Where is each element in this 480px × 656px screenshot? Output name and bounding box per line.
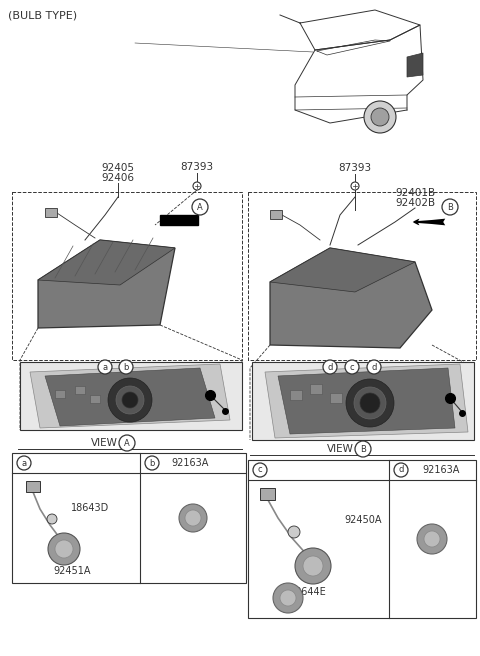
- Text: 18643D: 18643D: [71, 503, 109, 513]
- Bar: [12, 453, 246, 583]
- Bar: [75, 386, 85, 394]
- Circle shape: [119, 360, 133, 374]
- Circle shape: [119, 435, 135, 451]
- Text: a: a: [102, 363, 108, 371]
- Polygon shape: [270, 248, 415, 292]
- Bar: [330, 393, 342, 403]
- Circle shape: [323, 360, 337, 374]
- Text: 92163A: 92163A: [422, 465, 460, 475]
- Text: c: c: [350, 363, 354, 371]
- Circle shape: [98, 360, 112, 374]
- Text: B: B: [447, 203, 453, 211]
- Text: 92406: 92406: [101, 173, 134, 183]
- Text: d: d: [372, 363, 377, 371]
- Text: c: c: [258, 466, 262, 474]
- Circle shape: [192, 199, 208, 215]
- Text: B: B: [360, 445, 366, 453]
- Circle shape: [185, 510, 201, 526]
- Text: d: d: [398, 466, 404, 474]
- Bar: [12, 192, 242, 360]
- Bar: [90, 395, 100, 403]
- Circle shape: [424, 531, 440, 547]
- Circle shape: [253, 463, 267, 477]
- Polygon shape: [38, 240, 175, 328]
- Text: 92163A: 92163A: [171, 458, 209, 468]
- Text: 92402B: 92402B: [395, 198, 435, 208]
- Polygon shape: [45, 368, 215, 426]
- Polygon shape: [252, 362, 474, 440]
- Polygon shape: [160, 215, 198, 225]
- Text: b: b: [149, 459, 155, 468]
- Bar: [310, 384, 322, 394]
- Bar: [248, 460, 476, 618]
- Bar: [45, 208, 57, 217]
- Circle shape: [417, 524, 447, 554]
- Circle shape: [280, 590, 296, 606]
- Circle shape: [273, 583, 303, 613]
- Text: 92451A: 92451A: [53, 566, 91, 576]
- Text: 87393: 87393: [180, 162, 214, 172]
- Circle shape: [17, 456, 31, 470]
- Text: 92405: 92405: [101, 163, 134, 173]
- Text: A: A: [124, 438, 130, 447]
- Polygon shape: [38, 240, 175, 285]
- Circle shape: [179, 504, 207, 532]
- Circle shape: [364, 101, 396, 133]
- Circle shape: [442, 199, 458, 215]
- Polygon shape: [270, 248, 432, 348]
- Circle shape: [346, 379, 394, 427]
- Bar: [290, 390, 302, 400]
- Circle shape: [303, 556, 323, 576]
- Bar: [55, 390, 65, 398]
- Circle shape: [116, 386, 144, 414]
- Bar: [248, 192, 476, 360]
- Bar: [270, 210, 282, 219]
- Bar: [26, 481, 40, 492]
- Text: 18644E: 18644E: [290, 587, 327, 597]
- Circle shape: [55, 540, 73, 558]
- Text: 92450A: 92450A: [344, 515, 382, 525]
- Text: VIEW: VIEW: [326, 444, 353, 454]
- Circle shape: [108, 378, 152, 422]
- Polygon shape: [265, 364, 468, 438]
- Polygon shape: [407, 53, 423, 77]
- Circle shape: [145, 456, 159, 470]
- Text: A: A: [197, 203, 203, 211]
- Text: 87393: 87393: [338, 163, 372, 173]
- Circle shape: [351, 182, 359, 190]
- Circle shape: [295, 548, 331, 584]
- Circle shape: [345, 360, 359, 374]
- Circle shape: [47, 514, 57, 524]
- Circle shape: [360, 393, 380, 413]
- Circle shape: [394, 463, 408, 477]
- Circle shape: [354, 387, 386, 419]
- Circle shape: [193, 182, 201, 190]
- Circle shape: [355, 441, 371, 457]
- Text: (BULB TYPE): (BULB TYPE): [8, 10, 77, 20]
- Text: 92401B: 92401B: [395, 188, 435, 198]
- Text: b: b: [123, 363, 129, 371]
- Text: d: d: [327, 363, 333, 371]
- Text: a: a: [22, 459, 26, 468]
- Circle shape: [371, 108, 389, 126]
- Bar: [260, 488, 275, 500]
- Circle shape: [122, 392, 138, 408]
- Polygon shape: [30, 364, 230, 428]
- Polygon shape: [278, 368, 455, 434]
- Polygon shape: [20, 362, 242, 430]
- Circle shape: [288, 526, 300, 538]
- Circle shape: [367, 360, 381, 374]
- Circle shape: [48, 533, 80, 565]
- Text: VIEW: VIEW: [91, 438, 118, 448]
